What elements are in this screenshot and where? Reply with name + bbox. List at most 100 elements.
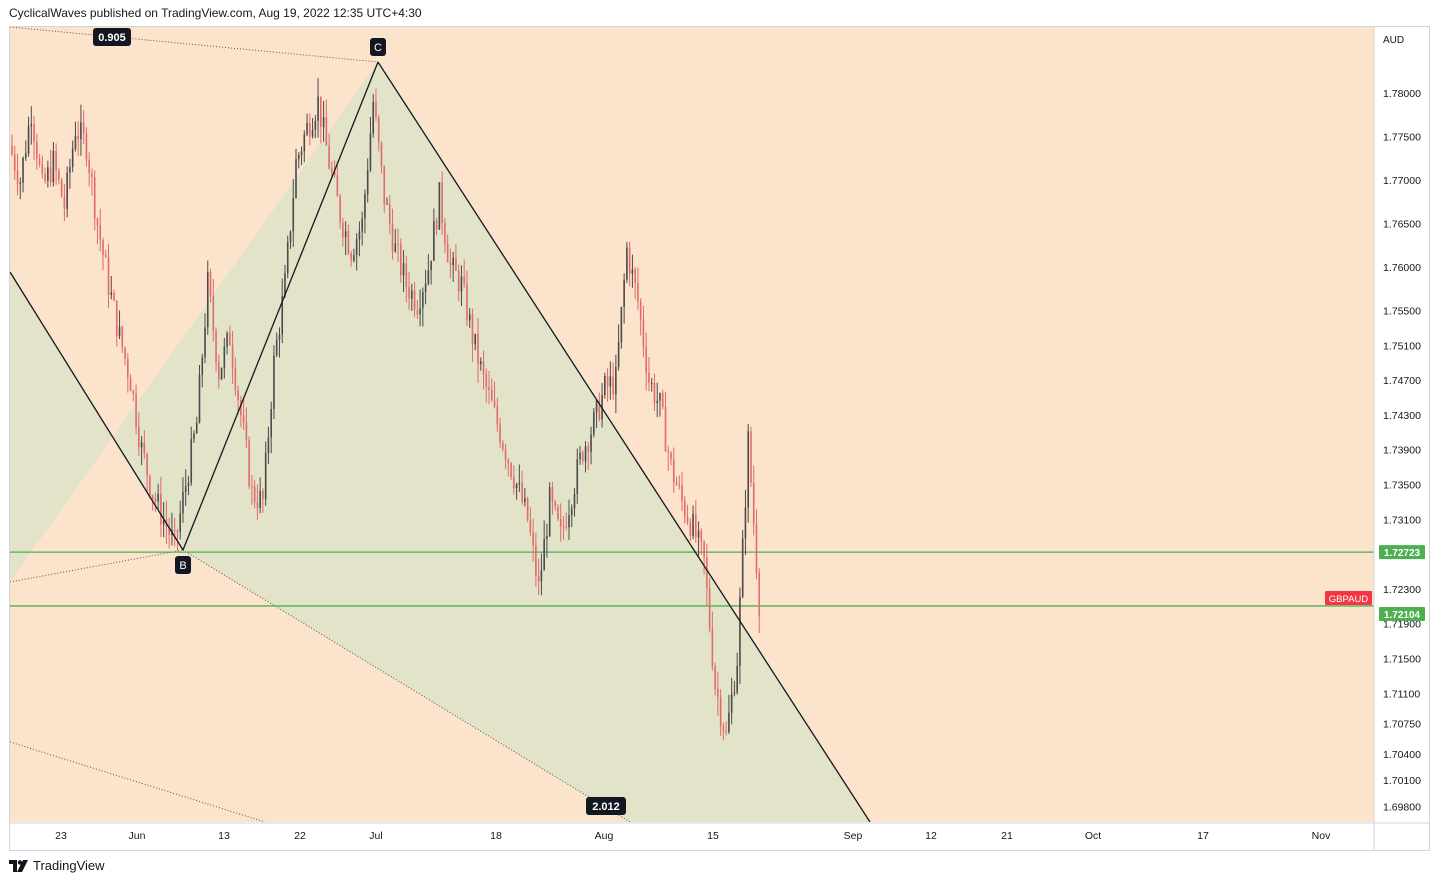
candle-body	[568, 515, 570, 528]
candle-body	[612, 376, 614, 395]
fib-line-left	[10, 549, 184, 583]
candle-body	[623, 279, 625, 308]
candle-body	[413, 290, 416, 310]
date-tick-label: Nov	[1312, 830, 1331, 842]
fib-ratio-label-top[interactable]: 0.905	[93, 28, 131, 46]
candle-body	[438, 182, 441, 230]
candle-body	[559, 518, 562, 527]
point-label-c[interactable]: C	[370, 38, 386, 56]
candle-body	[581, 452, 584, 462]
price-tick-label: 1.76000	[1383, 262, 1421, 274]
candle-body	[331, 168, 333, 172]
candle-body	[377, 117, 380, 143]
candle-body	[579, 452, 581, 460]
candle-body	[347, 231, 350, 254]
candle-body	[466, 283, 468, 321]
candle-body	[548, 487, 551, 536]
candle-body	[706, 557, 708, 588]
point-label-b[interactable]: B	[175, 556, 191, 574]
candle-body	[758, 572, 761, 617]
candle-body	[151, 495, 154, 500]
level-label-upper-text: 1.72723	[1384, 548, 1421, 559]
candle-body	[681, 485, 683, 501]
candle-body	[314, 120, 317, 130]
candle-body	[573, 493, 576, 509]
candle-body	[416, 309, 419, 315]
candle-body	[488, 386, 490, 390]
fib-line-bottom	[10, 741, 266, 822]
candle-body	[637, 282, 639, 302]
currency-label: AUD	[1383, 35, 1404, 46]
candle-body	[620, 307, 623, 343]
candle-body	[91, 173, 93, 178]
price-tick-label: 1.74700	[1383, 375, 1421, 387]
candle-body	[284, 273, 286, 297]
candle-body	[270, 408, 272, 438]
date-tick-label: 21	[1001, 830, 1013, 842]
candle-body	[626, 247, 628, 280]
candles-group	[11, 78, 761, 741]
candle-body	[507, 459, 510, 464]
candle-body	[154, 499, 157, 502]
candle-body	[670, 452, 672, 460]
candle-body	[69, 167, 71, 173]
candle-body	[71, 148, 74, 168]
candle-body	[744, 507, 747, 539]
date-tick-label: Oct	[1085, 830, 1101, 842]
candle-body	[74, 135, 77, 149]
candle-body	[253, 486, 256, 503]
candle-body	[689, 522, 692, 536]
footer-brand-text: TradingView	[33, 858, 105, 873]
candle-body	[615, 367, 617, 395]
candle-body	[218, 362, 220, 380]
candle-body	[198, 374, 201, 423]
candle-body	[41, 163, 44, 174]
price-axis[interactable]: 1.78000 1.77500 1.77000 1.76500 1.76000 1.755…	[1383, 88, 1421, 813]
candle-body	[686, 516, 689, 523]
candle-body	[58, 170, 60, 180]
candle-body	[700, 530, 703, 542]
candle-body	[617, 342, 620, 368]
candle-body	[193, 433, 195, 440]
footer-brand[interactable]: TradingView	[9, 858, 105, 873]
candle-body	[609, 376, 612, 387]
candle-body	[750, 431, 752, 483]
candle-body	[664, 407, 667, 452]
candle-body	[502, 443, 504, 449]
date-tick-label: Jun	[129, 830, 146, 842]
candle-body	[397, 243, 399, 245]
candle-body	[24, 153, 27, 158]
time-axis[interactable]: 23 Jun 13 22 Jul 18 Aug 15 Sep 12 21 Oct 17 Nov	[55, 830, 1331, 842]
fib-ratio-label-bottom[interactable]: 2.012	[586, 797, 626, 815]
candle-body	[708, 587, 711, 629]
level-label-lower: 1.72104	[1379, 606, 1425, 621]
candle-body	[604, 376, 606, 396]
price-tick-label: 1.72300	[1383, 584, 1421, 596]
candle-body	[60, 179, 63, 197]
candle-body	[190, 439, 193, 483]
candle-body	[342, 222, 344, 238]
price-tick-label: 1.71900	[1383, 619, 1421, 631]
candle-body	[149, 475, 151, 496]
candle-body	[543, 539, 545, 571]
pattern-leg-cd	[377, 61, 871, 822]
candle-body	[96, 219, 99, 226]
candle-body	[176, 530, 179, 532]
candle-body	[493, 400, 496, 407]
candle-body	[110, 292, 113, 295]
price-tick-label: 1.70750	[1383, 719, 1421, 731]
candle-body	[455, 257, 457, 271]
candle-body	[427, 270, 430, 284]
pattern-fill-bcd	[183, 62, 870, 822]
fib-line-bd	[182, 549, 631, 822]
candle-body	[267, 437, 270, 454]
candle-body	[659, 393, 661, 401]
candle-body	[33, 124, 35, 142]
price-tick-label: 1.71500	[1383, 653, 1421, 665]
candle-body	[38, 159, 41, 164]
candle-body	[80, 122, 82, 140]
candle-body	[303, 134, 306, 152]
candle-body	[653, 382, 656, 404]
candle-body	[129, 377, 132, 392]
